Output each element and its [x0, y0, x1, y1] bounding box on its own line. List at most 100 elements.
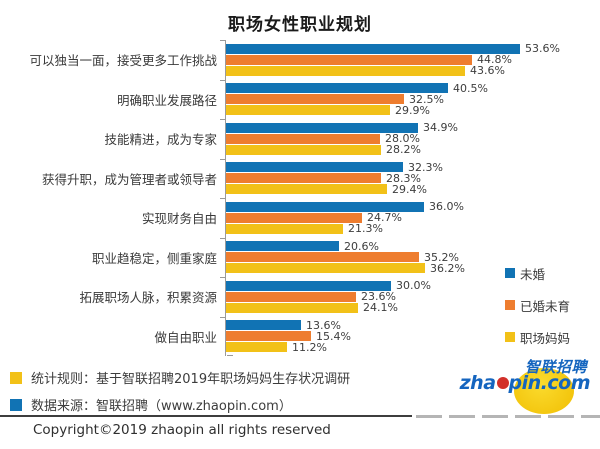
bar-series-1 — [226, 94, 404, 104]
legend-item-0: 未婚 — [505, 257, 570, 289]
chart-row: 职业趋稳定，侧重家庭 20.6% 35.2% 36.2% — [0, 237, 600, 277]
chart-row: 可以独当一面，接受更多工作挑战 53.6% 44.8% 43.6% — [0, 40, 600, 80]
legend-swatch-icon — [505, 268, 515, 278]
bar-series-1 — [226, 252, 419, 262]
category-bars: 13.6% 15.4% 11.2% — [220, 316, 600, 356]
value-label: 11.2% — [292, 340, 327, 354]
logo-ellipse-icon — [514, 368, 574, 414]
category-label: 明确职业发展路径 — [116, 92, 217, 108]
bar-series-0 — [226, 201, 424, 212]
bar-series-1 — [226, 173, 381, 183]
value-label: 29.4% — [392, 182, 427, 196]
bar-series-1 — [226, 133, 380, 144]
value-label: 44.8% — [477, 53, 512, 66]
bar-series-1 — [226, 54, 472, 65]
divider-line — [0, 415, 412, 417]
red-dot-icon — [496, 377, 509, 389]
category-label: 职业趋稳定，侧重家庭 — [91, 250, 217, 266]
logo-en-pre: zha — [459, 372, 496, 394]
note-text: 统计规则：基于智联招聘2019年职场妈妈生存状况调研 — [31, 372, 351, 387]
chart-row: 获得升职，成为管理者或领导者 32.3% 28.3% 29.4% — [0, 158, 600, 198]
value-label: 36.2% — [430, 261, 465, 275]
divider-watermark — [416, 415, 600, 418]
value-label: 53.6% — [525, 42, 560, 55]
category-bars: 30.0% 23.6% 24.1% — [220, 277, 600, 317]
legend-item-2: 职场妈妈 — [505, 321, 570, 353]
value-label: 15.4% — [316, 329, 351, 343]
logo-cn-text: 智联招聘 — [524, 358, 587, 376]
bar-series-0 — [226, 122, 418, 133]
bar-series-2 — [226, 65, 465, 76]
bar-series-1 — [226, 291, 356, 302]
note-marker-icon — [10, 371, 22, 384]
chart-legend: 未婚已婚未育职场妈妈 — [505, 257, 570, 353]
value-label: 23.6% — [361, 290, 396, 303]
category-bars: 32.3% 28.3% 29.4% — [220, 158, 600, 198]
category-bars: 36.0% 24.7% 21.3% — [220, 198, 600, 238]
value-label: 35.2% — [424, 250, 459, 264]
legend-item-1: 已婚未育 — [505, 289, 570, 321]
legend-label: 职场妈妈 — [520, 330, 571, 346]
value-label: 28.2% — [386, 143, 421, 156]
category-bars: 20.6% 35.2% 36.2% — [220, 237, 600, 277]
value-label: 34.9% — [423, 121, 458, 134]
chart-row: 技能精进，成为专家 34.9% 28.0% 28.2% — [0, 119, 600, 159]
category-bars: 53.6% 44.8% 43.6% — [220, 40, 600, 80]
category-bars: 34.9% 28.0% 28.2% — [220, 119, 600, 159]
legend-label: 未婚 — [520, 266, 546, 282]
category-label: 拓展职场人脉，积累资源 — [79, 290, 217, 306]
chart-title: 职场女性职业规划 — [228, 15, 372, 35]
value-label: 30.0% — [396, 279, 431, 292]
bar-series-1 — [226, 212, 362, 223]
legend-swatch-icon — [505, 300, 515, 310]
chart-row: 明确职业发展路径 40.5% 32.5% 29.9% — [0, 79, 600, 119]
value-label: 28.3% — [386, 171, 421, 185]
value-label: 40.5% — [453, 81, 488, 95]
note-item-1: 数据来源：智联招聘（www.zhaopin.com） — [10, 391, 350, 418]
note-text: 数据来源：智联招聘（www.zhaopin.com） — [31, 399, 292, 414]
value-label: 21.3% — [348, 222, 383, 235]
legend-swatch-icon — [505, 332, 515, 342]
note-marker-icon — [10, 398, 22, 411]
chart-row: 实现财务自由 36.0% 24.7% 21.3% — [0, 198, 600, 238]
value-label: 36.0% — [429, 200, 464, 213]
logo-en-post: pin.com — [508, 372, 591, 394]
category-bars: 40.5% 32.5% 29.9% — [220, 79, 600, 119]
bar-series-0 — [226, 241, 339, 251]
category-label: 实现财务自由 — [141, 211, 217, 227]
bar-series-0 — [226, 43, 520, 54]
value-label: 13.6% — [306, 318, 341, 332]
bar-series-0 — [226, 320, 301, 330]
note-item-0: 统计规则：基于智联招聘2019年职场妈妈生存状况调研 — [10, 364, 350, 391]
chart-row: 做自由职业 13.6% 15.4% 11.2% — [0, 316, 600, 356]
bar-series-2 — [226, 263, 425, 273]
bar-chart: 可以独当一面，接受更多工作挑战 53.6% 44.8% 43.6% 明确职业发展路径 40… — [0, 40, 600, 356]
bar-series-1 — [226, 331, 311, 341]
value-label: 24.1% — [363, 301, 398, 314]
category-label: 技能精进，成为专家 — [104, 132, 217, 148]
bar-series-2 — [226, 184, 387, 194]
legend-label: 已婚未育 — [520, 298, 571, 314]
value-label: 32.3% — [408, 160, 443, 174]
bar-series-0 — [226, 83, 448, 93]
bar-series-0 — [226, 280, 391, 291]
chart-row: 拓展职场人脉，积累资源 30.0% 23.6% 24.1% — [0, 277, 600, 317]
value-label: 20.6% — [344, 239, 379, 253]
bar-series-2 — [226, 223, 343, 234]
category-label: 做自由职业 — [154, 329, 217, 345]
bar-series-2 — [226, 105, 390, 115]
zhaopin-logo: 智联招聘 zha pin.com — [459, 356, 591, 416]
value-label: 24.7% — [367, 211, 402, 224]
footer-notes: 统计规则：基于智联招聘2019年职场妈妈生存状况调研 数据来源：智联招聘（www.… — [10, 364, 350, 418]
bar-series-2 — [226, 302, 358, 313]
logo-en-text: zha pin.com — [459, 372, 591, 394]
value-label: 32.5% — [409, 92, 444, 106]
category-label: 获得升职，成为管理者或领导者 — [41, 171, 217, 187]
value-label: 29.9% — [395, 103, 430, 117]
value-label: 28.0% — [385, 132, 420, 145]
bar-series-2 — [226, 342, 287, 352]
bar-series-2 — [226, 144, 381, 155]
bar-series-0 — [226, 162, 403, 172]
category-label: 可以独当一面，接受更多工作挑战 — [29, 53, 217, 69]
